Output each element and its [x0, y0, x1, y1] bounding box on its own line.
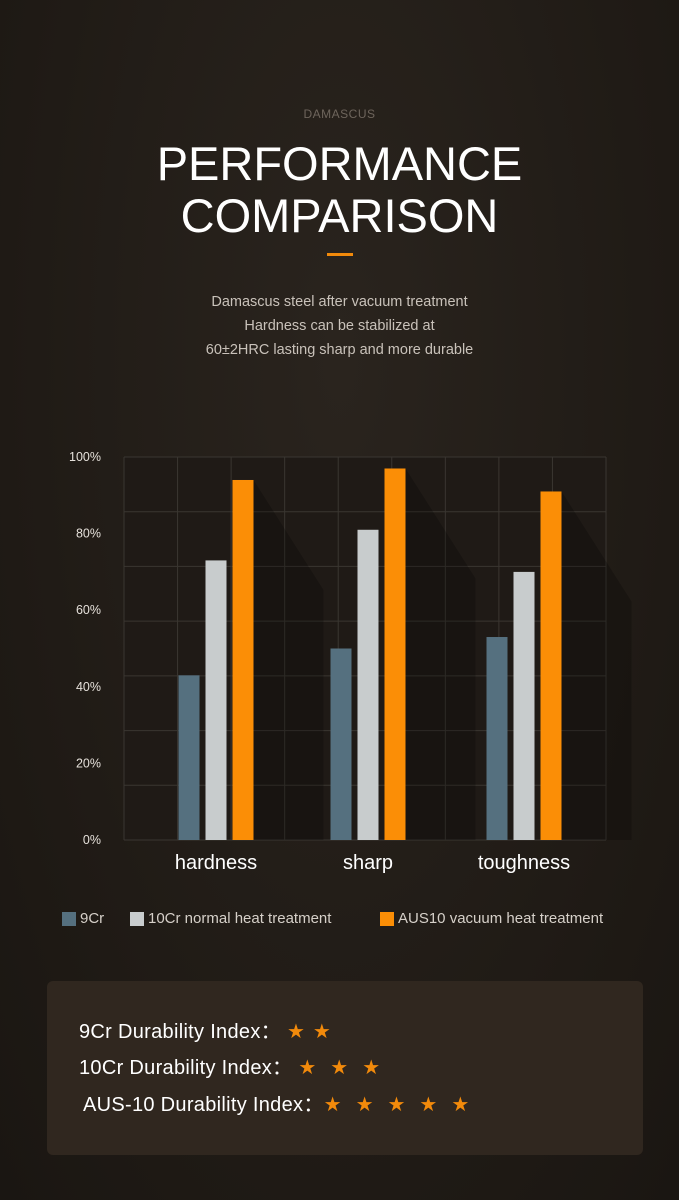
legend-label-9cr: 9Cr	[80, 910, 105, 927]
intro-text: Damascus steel after vacuum treatment Ha…	[0, 290, 679, 362]
legend-swatch-9cr	[62, 911, 76, 926]
x-category-label: hardness	[175, 852, 257, 874]
star-rating-9cr: ★★	[286, 1021, 339, 1043]
durability-label-aus10: AUS-10 Durability Index：	[83, 1094, 324, 1116]
title-accent-divider	[327, 253, 353, 256]
durability-row-aus10: AUS-10 Durability Index：★★★★★	[83, 1088, 483, 1117]
star-rating-aus10: ★★★★★	[323, 1094, 484, 1116]
legend-item-aus10: AUS10 vacuum heat treatment	[380, 910, 603, 927]
bar-group-shadow	[405, 468, 476, 840]
section-eyebrow: DAMASCUS	[303, 107, 376, 121]
durability-label-10cr: 10Cr Durability Index：	[79, 1057, 293, 1079]
title-line-2: COMPARISON	[180, 189, 499, 242]
legend-swatch-aus10	[380, 911, 394, 926]
y-tick-label: 60%	[76, 603, 101, 617]
bar-sharp-10cr	[357, 529, 379, 840]
title-line-1: PERFORMANCE	[156, 137, 523, 190]
legend-item-10cr: 10Cr normal heat treatment	[130, 910, 331, 927]
durability-row-9cr: 9Cr Durability Index： ★★	[79, 1015, 339, 1044]
performance-bar-chart: 0% 20% 40% 60% 80% 100% hardness sharp toughness	[69, 450, 632, 874]
bar-sharp-aus10	[384, 468, 406, 840]
bar-toughness-10cr	[513, 571, 535, 840]
y-tick-label: 100%	[69, 450, 101, 464]
bar-hardness-9cr	[178, 675, 200, 840]
legend-swatch-10cr	[130, 911, 144, 926]
x-category-label: sharp	[343, 852, 393, 874]
bar-sharp-9cr	[330, 648, 352, 840]
bar-hardness-10cr	[205, 560, 227, 840]
legend-item-9cr: 9Cr	[62, 910, 104, 927]
bar-toughness-9cr	[486, 637, 508, 840]
bar-toughness-aus10	[540, 491, 562, 840]
bar-hardness-aus10	[232, 479, 254, 840]
star-rating-10cr: ★★★	[298, 1057, 395, 1079]
x-category-label: toughness	[478, 852, 570, 874]
bar-group-shadow	[561, 491, 632, 840]
legend-label-aus10: AUS10 vacuum heat treatment	[398, 910, 604, 927]
page-title: PERFORMANCE COMPARISON	[0, 138, 679, 242]
y-tick-label: 40%	[76, 680, 101, 694]
intro-line-2: Hardness can be stabilized at	[244, 318, 435, 334]
durability-index-panel: 9Cr Durability Index： ★★ 10Cr Durability …	[47, 981, 643, 1155]
y-tick-label: 20%	[76, 756, 101, 770]
y-tick-label: 0%	[83, 833, 101, 847]
durability-label-9cr: 9Cr Durability Index：	[79, 1021, 281, 1043]
intro-line-3: 60±2HRC lasting sharp and more durable	[205, 342, 474, 358]
intro-line-1: Damascus steel after vacuum treatment	[211, 294, 468, 310]
y-tick-label: 80%	[76, 527, 101, 541]
bar-group-shadow	[253, 479, 324, 840]
durability-row-10cr: 10Cr Durability Index： ★★★	[79, 1051, 394, 1080]
legend-label-10cr: 10Cr normal heat treatment	[148, 910, 332, 927]
chart-legend: 9Cr 10Cr normal heat treatment AUS10 vac…	[62, 910, 662, 934]
